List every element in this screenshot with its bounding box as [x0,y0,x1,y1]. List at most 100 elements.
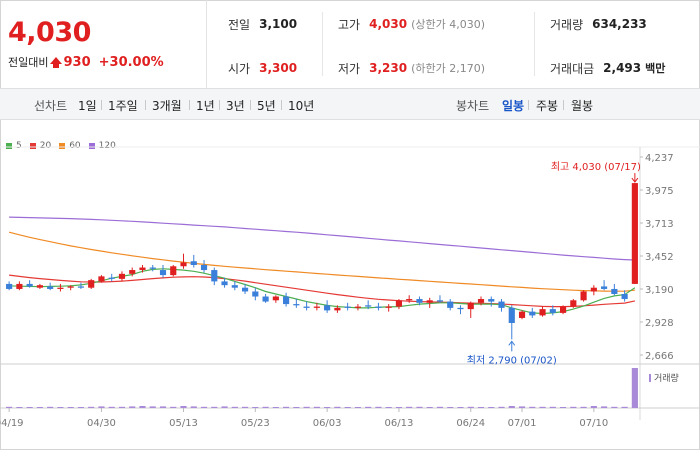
volume-bar [108,406,115,408]
current-price: 4,030 [8,17,91,48]
volume-bar [211,406,218,408]
y-tick-label: 3,452 [645,252,674,263]
candle-body [477,299,485,303]
candle-body [611,288,618,294]
volume-bar [6,406,13,408]
candle-body [631,183,638,284]
low-label: 저가 [338,61,361,76]
legend-ma20: 20 [29,141,51,151]
volume-bar [488,407,495,408]
volume-bar [457,407,464,408]
period-1y[interactable]: 1년 [196,99,215,113]
x-tick-label: 06/03 [313,418,342,429]
change-label: 전일대비 [8,56,49,69]
volume-bar [395,407,403,408]
volume-bar [447,407,454,408]
volume-bar [262,406,269,408]
divider [145,100,146,110]
period-10y[interactable]: 10년 [288,99,315,113]
volume-bar [334,406,341,408]
candle-body [406,299,413,301]
candle-body [549,309,556,313]
prev-close-value: 3,100 [259,17,298,31]
legend-label: 60 [69,141,81,151]
volume-bar [180,406,187,408]
ma-legend: 5 20 60 120 [6,141,124,151]
upper-limit-note: (상한가 4,030) [411,18,485,31]
candle-body [447,301,454,308]
candle-body [488,299,495,302]
legend-swatch [29,143,36,149]
volume-bar [57,407,64,408]
candle-body [67,286,74,288]
volume-bar [283,406,290,408]
period-5y[interactable]: 5년 [257,99,276,113]
volume-bar [416,406,423,408]
divider [534,12,535,76]
x-tick-label: 07/01 [508,418,537,429]
price-change: 전일대비 930 +30.00% [8,54,164,70]
legend-ma60: 60 [59,141,81,151]
divider [563,100,564,110]
volume-bar [303,406,310,408]
volume-bar [118,406,126,408]
candle-body [129,270,136,274]
candle-body [559,306,567,313]
period-3m[interactable]: 3개월 [152,99,182,113]
candle-body [26,283,33,287]
amount-unit: 백만 [645,62,666,75]
candle-daily[interactable]: 일봉 [502,99,525,113]
period-3y[interactable]: 3년 [226,99,245,113]
y-tick-label: 4,237 [645,153,674,164]
legend-ma120: 120 [88,141,116,151]
divider [219,100,220,110]
candle-body [98,276,105,282]
candle-body [211,270,218,282]
volume-bar [611,406,618,408]
change-percent: +30.00% [98,54,164,70]
candle-body [303,306,310,308]
volume-bar [170,406,177,408]
candle-body [57,287,64,289]
volume-bar [621,406,628,408]
volume-bar [159,406,167,408]
candle-body [324,305,331,311]
change-value: 930 [63,54,91,70]
day-high: 고가 4,030 (상한가 4,030) [338,2,485,46]
prev-close-label: 전일 [228,17,251,32]
x-tick-label: 06/24 [456,418,485,429]
candle-weekly[interactable]: 주봉 [536,99,559,113]
volume-value: 634,233 [592,17,647,31]
candle-body [395,300,403,307]
ma20-line [9,274,636,308]
line-chart-label: 선차트 [34,99,68,113]
candle-body [313,306,320,308]
legend-swatch [6,143,12,149]
volume-bar [375,406,382,408]
candle-body [426,300,433,303]
candle-body [529,311,536,316]
candle-body [262,296,269,302]
volume-bar [241,406,249,408]
volume-bar [77,407,85,408]
open-price: 시가 3,300 [228,46,297,90]
candle-body [139,267,146,271]
candle-body [467,302,474,310]
period-1d[interactable]: 1일 [78,99,97,113]
candle-body [498,301,505,308]
candle-body [231,285,238,288]
candle-body [365,305,372,307]
period-1w[interactable]: 1주일 [108,99,138,113]
candle-monthly[interactable]: 월봉 [571,99,594,113]
current-price-panel: 4,030 전일대비 930 +30.00% [0,0,207,88]
amount-value: 2,493 [603,61,642,75]
candle-body [149,267,156,269]
candle-body [272,296,279,301]
candle-body [590,287,597,292]
volume-bar [601,406,608,408]
x-tick-label: 07/10 [579,418,608,429]
candle-body [108,277,115,279]
volume-bar [406,406,413,408]
volume-legend-label: 거래량 [654,372,679,384]
candle-body [190,261,197,266]
